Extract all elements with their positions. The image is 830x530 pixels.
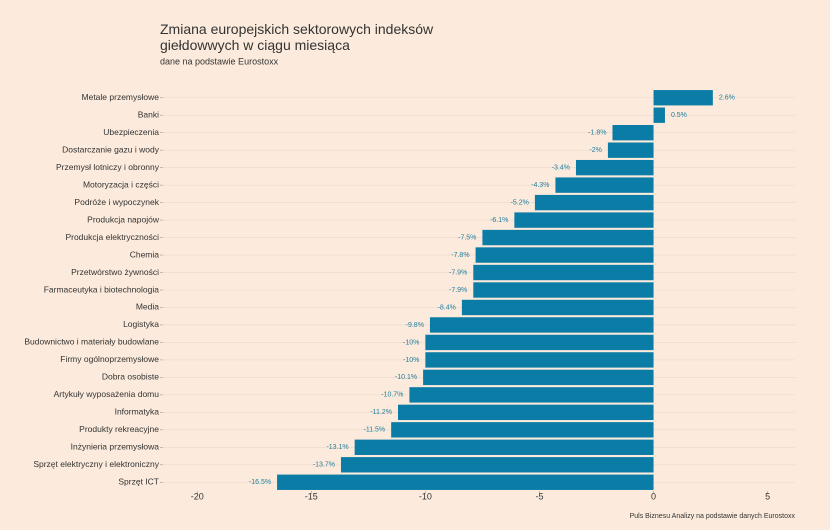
- value-label: -1.8%: [588, 130, 606, 137]
- bar: [534, 194, 654, 211]
- x-tick-label: 0: [651, 491, 656, 501]
- value-label: -4.3%: [531, 182, 549, 189]
- x-tick-label: -15: [305, 491, 318, 501]
- bar: [607, 142, 654, 158]
- y-tick-label: Logistyka: [123, 319, 159, 329]
- y-tick-label: Media: [136, 302, 159, 312]
- y-tick-label: Przetwórstwo żywności: [71, 267, 159, 277]
- y-tick-label: Dostarczanie gazu i wody: [62, 144, 160, 154]
- bar: [612, 125, 654, 141]
- bar: [461, 299, 654, 316]
- value-label: -10.1%: [395, 374, 417, 381]
- y-tick-label: Sprzęt ICT: [118, 477, 159, 487]
- bar: [475, 247, 654, 263]
- x-tick-label: 5: [765, 491, 770, 501]
- value-label: -7.9%: [449, 269, 467, 276]
- y-tick-label: Podróże i wypoczynek: [74, 197, 159, 207]
- chart-subtitle: dane na podstawie Eurostoxx: [160, 56, 279, 66]
- bar: [425, 334, 654, 351]
- chart-title: Zmiana europejskich sektorowych indeksów…: [160, 21, 434, 53]
- y-tick-label: Inżynieria przemysłowa: [71, 442, 160, 452]
- y-tick-label: Motoryzacja i części: [83, 179, 159, 189]
- value-label: -10%: [403, 339, 419, 346]
- bar: [423, 369, 654, 386]
- y-tick-label: Produkty rekreacyjne: [79, 424, 159, 434]
- y-tick-label: Chemia: [130, 249, 160, 259]
- x-tick-label: -10: [419, 491, 432, 501]
- bar: [425, 352, 654, 368]
- bar: [391, 422, 654, 438]
- bar: [653, 107, 665, 123]
- bar: [409, 387, 654, 403]
- value-label: -2%: [589, 147, 601, 154]
- value-label: -7.9%: [449, 287, 467, 294]
- bar: [514, 212, 654, 228]
- value-label: 2.6%: [719, 95, 735, 102]
- y-tick-label: Informatyka: [115, 407, 160, 417]
- value-label: -13.7%: [313, 462, 335, 469]
- value-label: -16.5%: [249, 479, 271, 486]
- y-tick-label: Dobra osobiste: [102, 372, 159, 382]
- value-label: -5.2%: [511, 199, 529, 206]
- y-tick-label: Firmy ogólnoprzemysłowe: [60, 354, 159, 364]
- caption: Puls Biznesu Analizy na podstawie danych…: [630, 513, 796, 520]
- value-label: -10.7%: [381, 392, 403, 399]
- y-tick-label: Przemysł lotniczy i obronny: [56, 162, 160, 172]
- y-tick-label: Metale przemysłowe: [82, 92, 160, 102]
- bar: [482, 229, 654, 246]
- value-label: -7.5%: [458, 234, 476, 241]
- x-tick-label: -5: [535, 491, 543, 501]
- bar: [653, 90, 713, 106]
- bar: [354, 439, 654, 455]
- bar: [340, 457, 654, 473]
- bar: [473, 282, 654, 298]
- y-tick-label: Sprzęt elektryczny i elektroniczny: [33, 459, 159, 469]
- y-tick-label: Budownictwo i materiały budowlane: [24, 337, 159, 347]
- value-label: -7.8%: [451, 252, 469, 259]
- value-label: -6.1%: [490, 217, 508, 224]
- bar: [429, 317, 654, 333]
- bar: [398, 404, 654, 421]
- value-label: -8.4%: [438, 304, 456, 311]
- value-label: -9.8%: [406, 322, 424, 329]
- bar: [277, 474, 654, 490]
- y-tick-label: Produkcja elektryczności: [65, 232, 159, 242]
- value-label: -11.2%: [370, 409, 392, 416]
- y-tick-label: Farmaceutyka i biotechnologia: [44, 284, 160, 294]
- value-label: -3.4%: [552, 164, 570, 171]
- y-tick-label: Banki: [138, 109, 159, 119]
- value-label: -10%: [403, 357, 419, 364]
- value-label: -11.5%: [363, 427, 385, 434]
- y-tick-label: Ubezpieczenia: [103, 127, 159, 137]
- y-tick-label: Artykuły wyposażenia domu: [54, 389, 160, 399]
- value-label: 0.5%: [671, 112, 687, 119]
- value-label: -13.1%: [326, 444, 348, 451]
- y-tick-label: Produkcja napojów: [87, 214, 160, 224]
- bar: [555, 177, 654, 193]
- x-tick-label: -20: [191, 491, 204, 501]
- bar: [575, 159, 654, 176]
- bar: [473, 264, 654, 281]
